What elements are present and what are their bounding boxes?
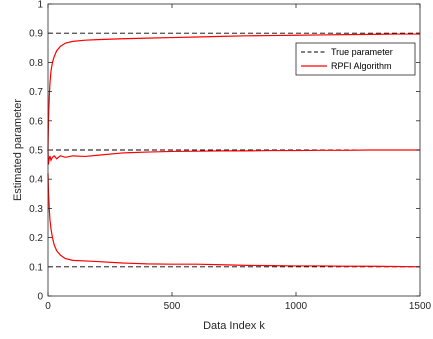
- y-tick-label: 0: [37, 292, 43, 303]
- y-axis-ticks: 0 0.1 0.2 0.3 0.4 0.5 0.6 0.7 0.8 0.9 1: [29, 0, 420, 303]
- y-tick-label: 0.9: [29, 29, 43, 40]
- true-parameter-lines: [48, 32, 420, 268]
- x-tick-label: 0: [45, 301, 51, 312]
- y-tick-label: 0.4: [29, 175, 43, 186]
- legend-label-true-parameter: True parameter: [331, 47, 393, 57]
- y-tick-label: 0.3: [29, 204, 43, 215]
- y-tick-label: 0.1: [29, 262, 43, 273]
- rpfi-series-line-0: [47, 33, 420, 151]
- y-tick-label: 0.2: [29, 233, 43, 244]
- y-tick-label: 0.6: [29, 116, 43, 127]
- y-axis-title: Estimated parameter: [12, 99, 24, 201]
- x-axis-title: Data Index k: [203, 320, 265, 332]
- y-tick-label: 0.7: [29, 87, 43, 98]
- y-tick-label: 0.8: [29, 58, 43, 69]
- x-tick-label: 500: [164, 301, 181, 312]
- series-lines: [47, 33, 421, 268]
- x-axis-ticks: 0 500 1000 1500: [45, 4, 432, 312]
- legend: True parameter RPFI Algorithm: [295, 42, 416, 76]
- plot-frame: [47, 3, 421, 297]
- x-tick-label: 1000: [285, 301, 308, 312]
- legend-label-rpfi-algorithm: RPFI Algorithm: [331, 61, 392, 71]
- rpfi-series-line-1: [47, 149, 420, 165]
- x-tick-label: 1500: [409, 301, 432, 312]
- y-tick-label: 1: [37, 0, 43, 11]
- rpfi-series-line-2: [47, 173, 421, 268]
- y-tick-label: 0.5: [29, 146, 43, 157]
- legend-box: [295, 42, 416, 76]
